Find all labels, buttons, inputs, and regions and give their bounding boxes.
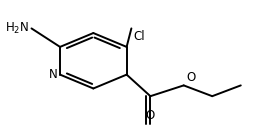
Text: N: N <box>48 68 57 81</box>
Text: H$_2$N: H$_2$N <box>5 21 29 36</box>
Text: Cl: Cl <box>134 30 145 43</box>
Text: O: O <box>186 71 195 84</box>
Text: O: O <box>146 109 155 122</box>
